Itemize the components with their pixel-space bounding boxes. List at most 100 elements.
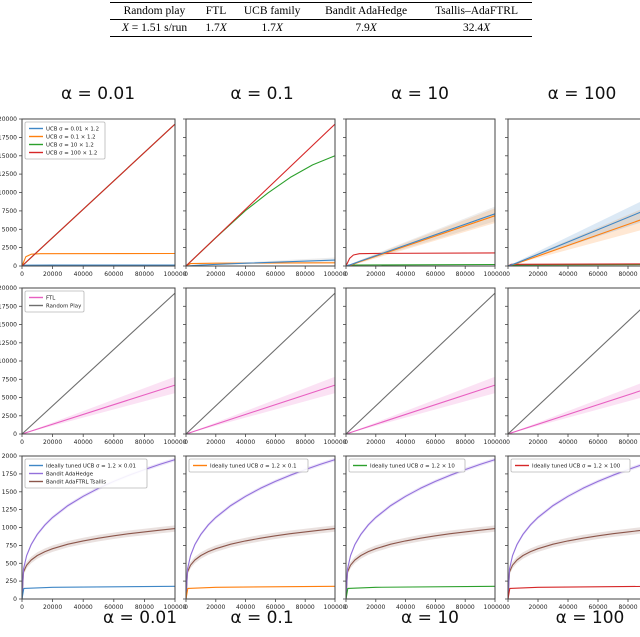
x-tick-label: 80000 (135, 271, 154, 278)
column-title-alpha-0.01: α = 0.01 (60, 84, 136, 104)
x-tick-label: 60000 (588, 271, 607, 278)
y-tick-label: 10000 (0, 358, 17, 365)
x-tick-label: 20000 (366, 604, 385, 611)
y-tick-label: 5000 (2, 395, 17, 402)
x-tick-label: 80000 (296, 271, 315, 278)
band-ucb-0.01 (508, 201, 640, 266)
y-tick-label: 15000 (0, 322, 17, 329)
x-tick-label: 40000 (74, 439, 93, 446)
legend-label: FTL (46, 296, 55, 302)
x-tick-label: 80000 (456, 439, 475, 446)
x-tick-label: 100000 (484, 604, 507, 611)
x-tick-label: 100000 (484, 271, 507, 278)
y-tick-label: 7500 (2, 376, 17, 383)
legend: Ideally tuned UCB σ = 1.2 × 100 (510, 458, 631, 473)
x-tick-label: 40000 (558, 271, 577, 278)
legend-label: Bandit AdaHedge (46, 472, 94, 478)
plot-frame (345, 455, 496, 600)
legend-label: Bandit AdaFTRL Tsallis (46, 480, 106, 486)
plot-tuned-alpha-0.01: 0 20000 40000 60000 80000 100000 0 250 500 750 100… (0, 453, 187, 614)
line-tuned-ucb (185, 585, 336, 600)
x-tick-label: 60000 (426, 604, 445, 611)
line-tuned-ucb (345, 585, 496, 600)
x-tick-label: 100000 (484, 439, 507, 446)
line-random-play (185, 292, 336, 435)
plot-ucb-alpha-0.01: 0 20000 40000 60000 80000 100000 0 2500 5000 7500… (0, 116, 187, 281)
y-tick-label: 2500 (2, 413, 17, 420)
line-random-play (21, 292, 176, 435)
legend-label: Random Play (46, 304, 82, 310)
band-ucb-0.1 (508, 209, 640, 266)
band-bandit-adaftrl-tsallis (22, 525, 175, 599)
plot-ftl-alpha-0.1: 0 20000 40000 60000 80000 100000 (182, 287, 347, 449)
bottom-label-alpha-10: α = 10 (401, 608, 459, 628)
x-tick-label: 60000 (426, 271, 445, 278)
bottom-label-alpha-0.01: α = 0.01 (102, 608, 178, 628)
y-tick-label: 0 (13, 431, 17, 438)
x-tick-label: 0 (506, 604, 510, 611)
y-tick-label: 7500 (2, 208, 17, 215)
band-ucb-0.1 (346, 208, 495, 266)
line-ucb-0.01 (345, 213, 496, 267)
band-ftl (508, 383, 640, 434)
legend: Ideally tuned UCB σ = 1.2 × 10 (348, 458, 466, 473)
legend-label: Ideally tuned UCB σ = 1.2 × 0.01 (46, 464, 136, 470)
timing-header-ftl: FTL (205, 5, 227, 17)
line-bandit-adaftrl-tsallis (185, 528, 336, 600)
line-random-play (345, 292, 496, 435)
timing-table-header-row: Random play FTL UCB family Bandit AdaHed… (110, 3, 532, 20)
y-tick-label: 500 (6, 560, 18, 567)
line-ftl (507, 390, 640, 435)
y-tick-label: 250 (6, 578, 18, 585)
legend-label: UCB σ = 100 × 1.2 (46, 151, 97, 157)
x-tick-label: 20000 (43, 271, 62, 278)
y-tick-label: 12500 (0, 340, 17, 347)
x-tick-label: 0 (20, 271, 24, 278)
timing-value-ftl: 1.7X (205, 22, 227, 34)
x-tick-label: 100000 (164, 604, 187, 611)
line-ucb-0.01 (507, 211, 640, 267)
timing-header-bandit-adahedge: Bandit AdaHedge (325, 5, 408, 17)
plot-tuned-alpha-0.1: 0 20000 40000 60000 80000 100000 Ideally tuned… (182, 455, 347, 614)
x-tick-label: 80000 (456, 604, 475, 611)
legend-label: Ideally tuned UCB σ = 1.2 × 100 (532, 464, 621, 470)
legend-label: UCB σ = 0.01 × 1.2 (46, 127, 99, 133)
x-tick-label: 0 (184, 271, 188, 278)
x-tick-label: 100000 (164, 439, 187, 446)
y-tick-label: 0 (13, 263, 17, 270)
x-tick-label: 20000 (528, 271, 547, 278)
x-tick-label: 0 (506, 271, 510, 278)
legend-label: Ideally tuned UCB σ = 1.2 × 0.1 (210, 464, 297, 470)
x-tick-label: 100000 (324, 439, 347, 446)
x-tick-label: 80000 (135, 439, 154, 446)
x-tick-label: 80000 (296, 439, 315, 446)
band-bandit-adaftrl-tsallis (508, 527, 640, 599)
x-tick-label: 20000 (206, 439, 225, 446)
timing-table: Random play FTL UCB family Bandit AdaHed… (110, 2, 532, 37)
legend-label: UCB σ = 10 × 1.2 (46, 143, 94, 149)
y-tick-label: 5000 (2, 226, 17, 233)
legend: Ideally tuned UCB σ = 1.2 × 0.1 (188, 458, 309, 473)
line-random-play (507, 309, 640, 435)
x-tick-label: 100000 (164, 271, 187, 278)
y-tick-label: 17500 (0, 134, 17, 141)
y-tick-label: 15000 (0, 153, 17, 160)
legend-label: Ideally tuned UCB σ = 1.2 × 10 (370, 464, 455, 470)
x-tick-label: 40000 (74, 604, 93, 611)
y-tick-label: 750 (6, 542, 18, 549)
legend-label: UCB σ = 0.1 × 1.2 (46, 135, 96, 141)
x-tick-label: 0 (506, 439, 510, 446)
y-tick-label: 20000 (0, 285, 17, 292)
y-tick-label: 1250 (2, 507, 17, 514)
line-tuned-ucb (21, 585, 176, 600)
plot-frame (185, 118, 336, 267)
x-tick-label: 0 (184, 439, 188, 446)
